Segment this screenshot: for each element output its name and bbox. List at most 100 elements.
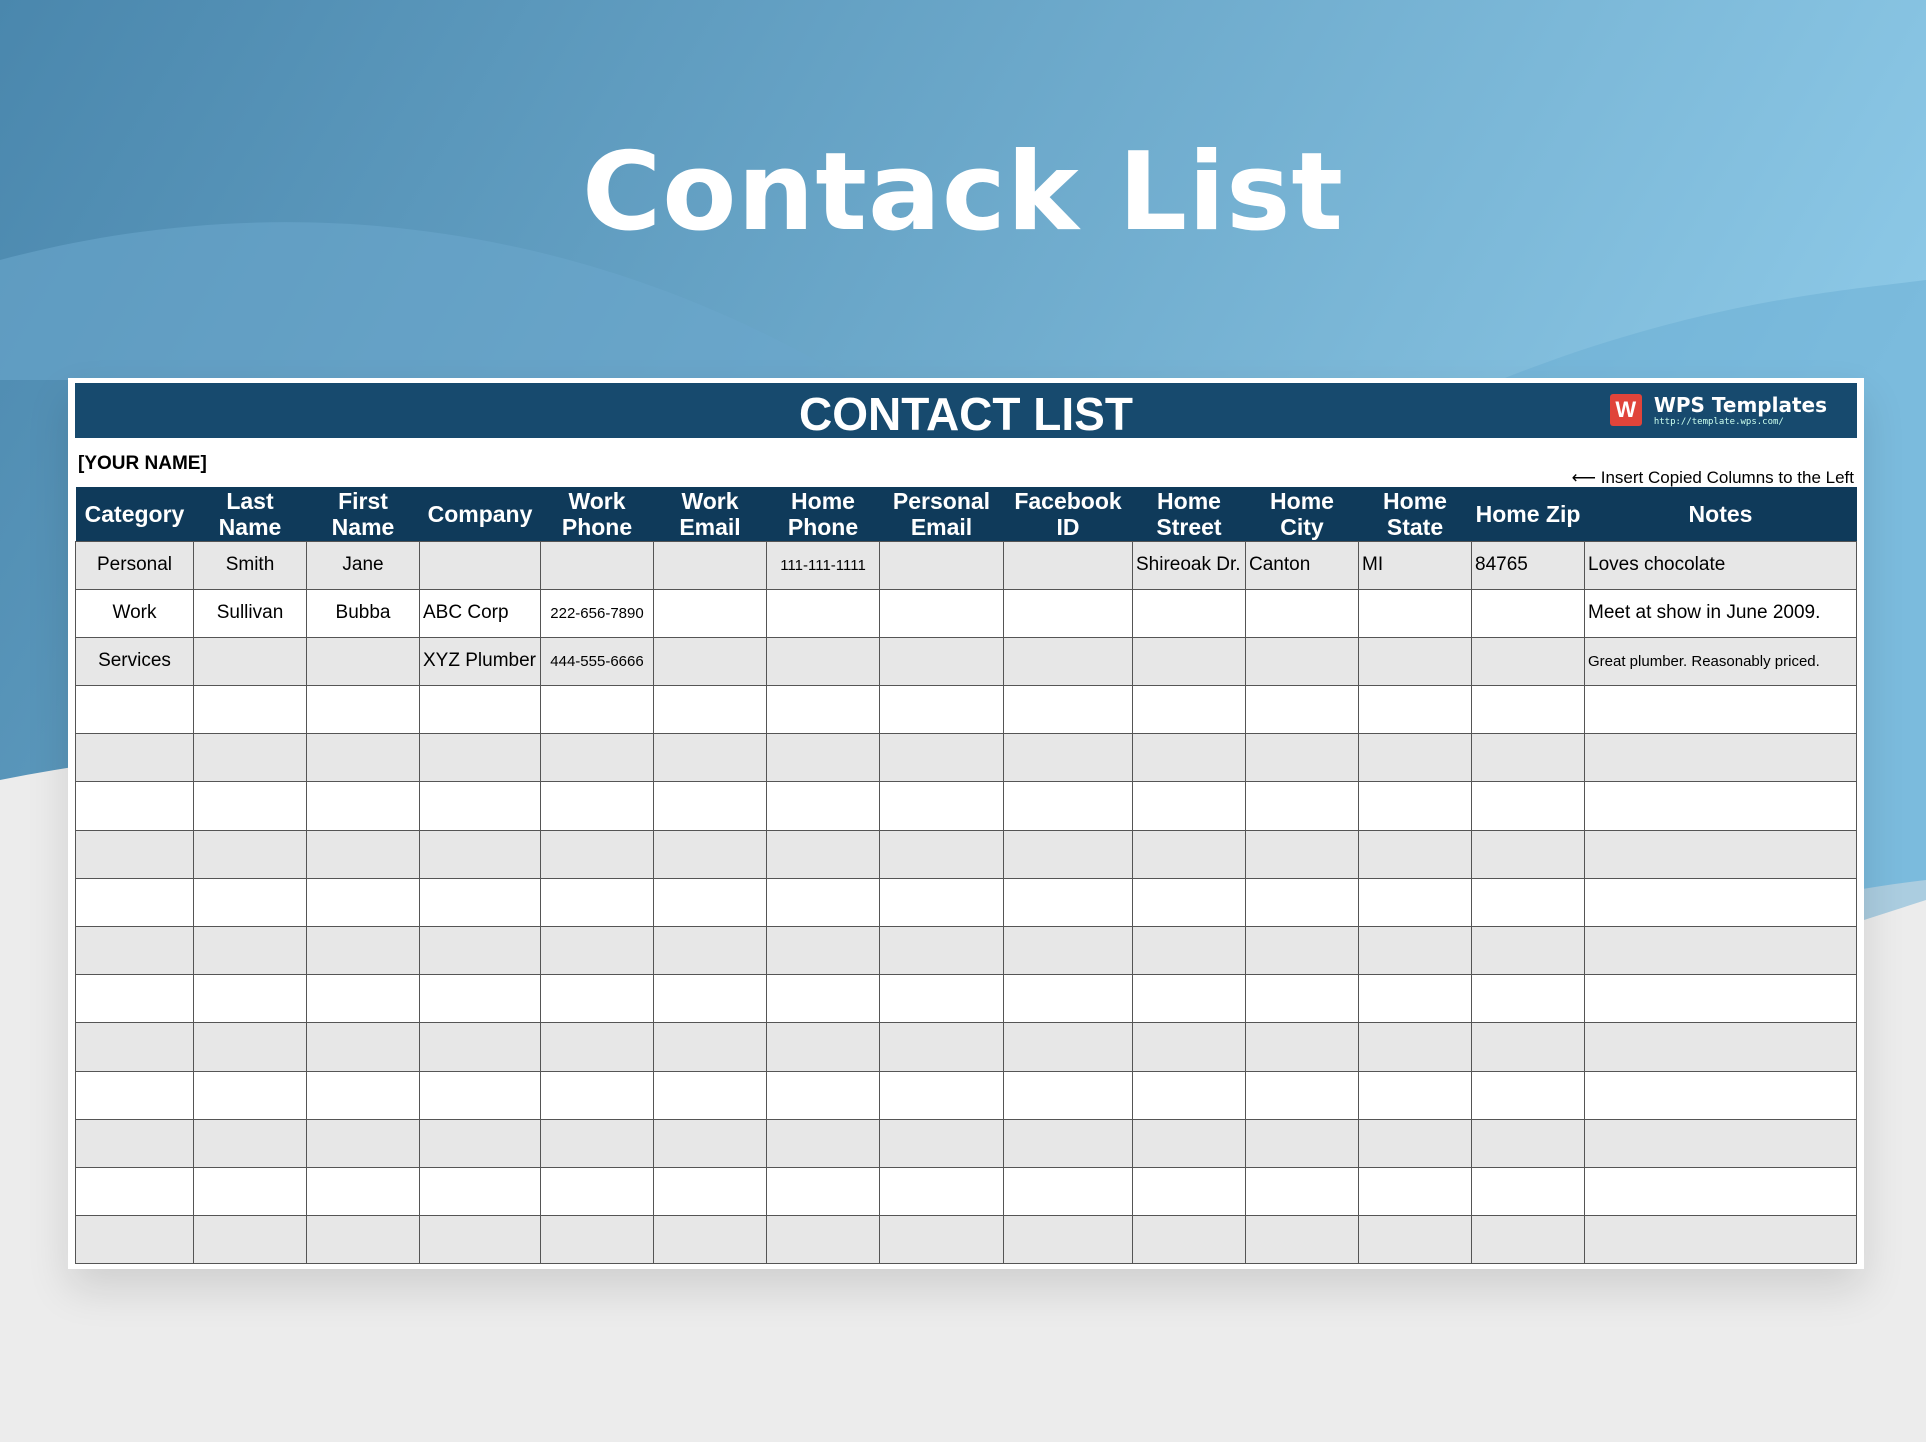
table-cell[interactable] (1245, 877, 1359, 928)
table-cell[interactable] (419, 974, 541, 1024)
table-cell[interactable] (540, 1215, 654, 1265)
table-cell[interactable] (1003, 636, 1133, 687)
table-cell[interactable]: 111-111-1111 (766, 540, 880, 590)
table-cell[interactable] (879, 1118, 1004, 1168)
table-cell[interactable] (1132, 588, 1246, 638)
table-cell[interactable] (540, 1118, 654, 1168)
table-cell[interactable] (1003, 1118, 1133, 1168)
table-cell[interactable] (75, 974, 194, 1024)
table-cell[interactable] (1003, 974, 1133, 1024)
table-cell[interactable] (1358, 1022, 1472, 1072)
table-cell[interactable] (1003, 1022, 1133, 1072)
table-cell[interactable] (1245, 1022, 1359, 1072)
table-cell[interactable] (1471, 925, 1585, 976)
table-cell[interactable] (766, 974, 880, 1024)
table-cell[interactable] (1245, 1070, 1359, 1120)
table-cell[interactable] (766, 588, 880, 638)
table-cell[interactable] (540, 781, 654, 831)
table-cell[interactable] (766, 925, 880, 976)
table-cell[interactable] (419, 877, 541, 928)
table-cell[interactable] (75, 685, 194, 735)
table-cell[interactable] (1471, 781, 1585, 831)
table-cell[interactable] (653, 925, 767, 976)
table-cell[interactable] (1003, 1070, 1133, 1120)
table-cell[interactable]: Canton (1245, 540, 1359, 590)
table-cell[interactable] (1358, 685, 1472, 735)
table-cell[interactable] (879, 685, 1004, 735)
table-cell[interactable] (306, 829, 420, 879)
table-cell[interactable] (766, 733, 880, 783)
table-cell[interactable] (879, 1215, 1004, 1265)
table-cell[interactable] (419, 733, 541, 783)
table-cell[interactable] (75, 877, 194, 928)
table-cell[interactable] (540, 733, 654, 783)
table-cell[interactable] (419, 1070, 541, 1120)
table-cell[interactable] (1245, 1118, 1359, 1168)
table-cell[interactable] (766, 636, 880, 687)
table-cell[interactable] (419, 540, 541, 590)
table-cell[interactable] (306, 733, 420, 783)
table-cell[interactable] (1358, 1070, 1472, 1120)
table-cell[interactable] (653, 588, 767, 638)
table-cell[interactable] (193, 781, 307, 831)
table-cell[interactable] (1132, 877, 1246, 928)
table-cell[interactable] (1132, 781, 1246, 831)
table-cell[interactable] (306, 1118, 420, 1168)
table-cell[interactable] (766, 877, 880, 928)
table-cell[interactable] (75, 829, 194, 879)
table-cell[interactable] (766, 1070, 880, 1120)
table-cell[interactable]: 444-555-6666 (540, 636, 654, 687)
table-cell[interactable]: Meet at show in June 2009. (1584, 588, 1857, 638)
table-cell[interactable] (1584, 1022, 1857, 1072)
table-cell[interactable] (1471, 685, 1585, 735)
table-cell[interactable] (879, 877, 1004, 928)
table-cell[interactable] (879, 829, 1004, 879)
table-cell[interactable] (193, 925, 307, 976)
table-cell[interactable] (879, 1022, 1004, 1072)
table-cell[interactable] (1358, 636, 1472, 687)
table-cell[interactable] (1584, 1215, 1857, 1265)
table-cell[interactable] (75, 733, 194, 783)
table-cell[interactable] (1471, 974, 1585, 1024)
table-cell[interactable] (1003, 1166, 1133, 1217)
table-cell[interactable] (306, 1070, 420, 1120)
table-cell[interactable] (540, 1166, 654, 1217)
table-cell[interactable] (1358, 877, 1472, 928)
table-cell[interactable] (1584, 1118, 1857, 1168)
table-cell[interactable] (75, 1118, 194, 1168)
table-cell[interactable] (540, 877, 654, 928)
table-cell[interactable] (1245, 781, 1359, 831)
table-cell[interactable] (306, 877, 420, 928)
table-cell[interactable] (419, 1118, 541, 1168)
table-cell[interactable]: Great plumber. Reasonably priced. (1584, 636, 1857, 687)
table-cell[interactable] (1003, 877, 1133, 928)
table-cell[interactable] (1003, 781, 1133, 831)
table-cell[interactable] (653, 974, 767, 1024)
table-cell[interactable] (540, 1070, 654, 1120)
table-cell[interactable] (1245, 588, 1359, 638)
table-cell[interactable] (1132, 1118, 1246, 1168)
table-cell[interactable] (193, 1070, 307, 1120)
table-cell[interactable] (1003, 1215, 1133, 1265)
table-cell[interactable] (1358, 588, 1472, 638)
table-cell[interactable] (653, 1166, 767, 1217)
table-cell[interactable]: MI (1358, 540, 1472, 590)
table-cell[interactable] (75, 1022, 194, 1072)
table-cell[interactable] (1471, 877, 1585, 928)
table-cell[interactable] (1584, 829, 1857, 879)
table-cell[interactable] (1003, 588, 1133, 638)
table-cell[interactable] (1584, 685, 1857, 735)
table-cell[interactable] (1471, 588, 1585, 638)
table-cell[interactable] (653, 829, 767, 879)
table-cell[interactable] (766, 685, 880, 735)
table-cell[interactable] (193, 1215, 307, 1265)
table-cell[interactable] (879, 733, 1004, 783)
table-cell[interactable] (1003, 829, 1133, 879)
table-cell[interactable] (193, 829, 307, 879)
table-cell[interactable] (540, 925, 654, 976)
table-cell[interactable] (540, 829, 654, 879)
table-cell[interactable] (1003, 733, 1133, 783)
table-cell[interactable] (1358, 974, 1472, 1024)
table-cell[interactable] (540, 685, 654, 735)
table-cell[interactable] (1358, 733, 1472, 783)
